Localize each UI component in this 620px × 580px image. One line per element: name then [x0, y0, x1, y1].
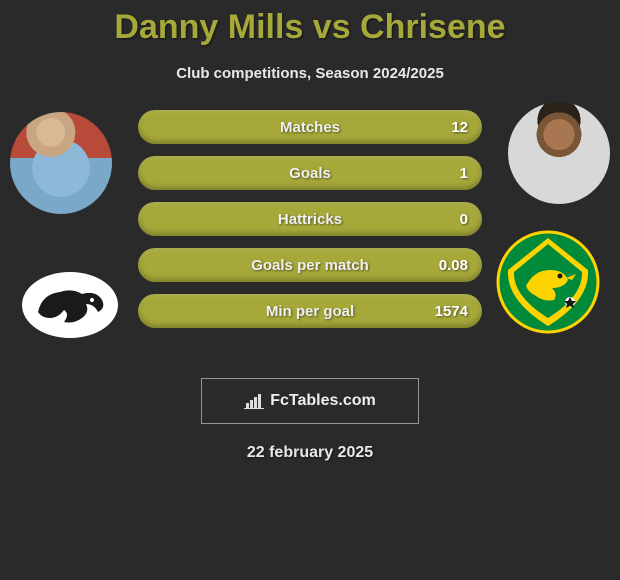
stat-value-right: 1574: [435, 303, 468, 320]
stat-value-right: 1: [460, 165, 468, 182]
watermark: FcTables.com: [201, 378, 419, 424]
stat-row: Goals per match 0.08: [138, 248, 482, 282]
stat-value-right: 0.08: [439, 257, 468, 274]
stat-label: Goals: [138, 165, 482, 182]
date-text: 22 february 2025: [0, 444, 620, 462]
stat-value-right: 12: [451, 119, 468, 136]
stat-label: Matches: [138, 119, 482, 136]
chart-icon: [244, 393, 264, 409]
stat-row: Goals 1: [138, 156, 482, 190]
stat-label: Min per goal: [138, 303, 482, 320]
stat-label: Hattricks: [138, 211, 482, 228]
club-left-badge: [20, 270, 120, 340]
player-right-avatar: [508, 102, 610, 204]
subtitle: Club competitions, Season 2024/2025: [0, 65, 620, 82]
stats-list: Matches 12 Goals 1 Hattricks 0 Goals per…: [138, 110, 482, 340]
stat-label: Goals per match: [138, 257, 482, 274]
stat-row: Matches 12: [138, 110, 482, 144]
watermark-text: FcTables.com: [270, 392, 376, 410]
club-right-badge: [496, 230, 600, 334]
stat-row: Hattricks 0: [138, 202, 482, 236]
stat-value-right: 0: [460, 211, 468, 228]
page-title: Danny Mills vs Chrisene: [0, 0, 620, 47]
comparison-area: Matches 12 Goals 1 Hattricks 0 Goals per…: [0, 110, 620, 370]
stat-row: Min per goal 1574: [138, 294, 482, 328]
player-left-avatar: [10, 112, 112, 214]
